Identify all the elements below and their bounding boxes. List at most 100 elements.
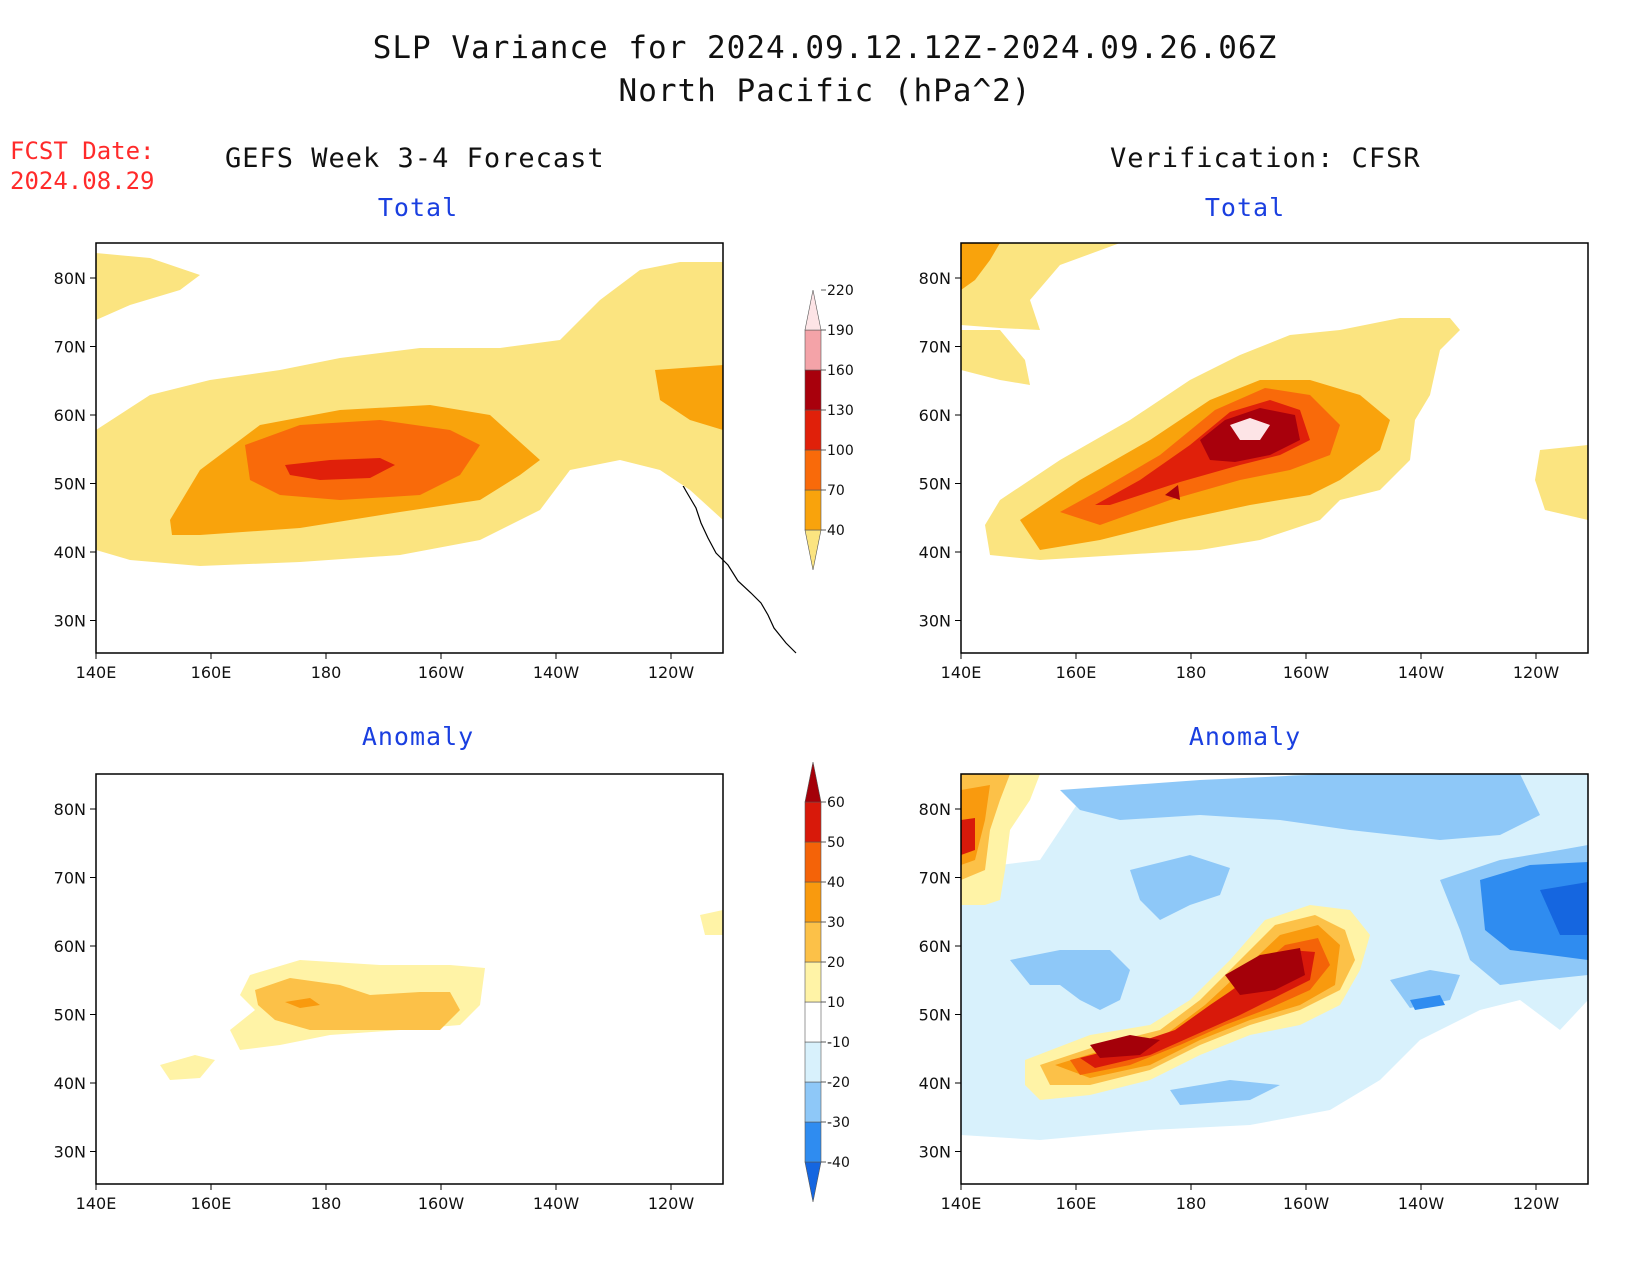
verification-anomaly-frame: 80N 70N 60N 50N 40N 30N 140E 160E 180 160W 140W 120… (919, 773, 1589, 1213)
lon-tick-label: 120W (1513, 663, 1560, 682)
verification-anomaly-label: Anomaly (1188, 722, 1302, 751)
lon-tick-label: 180 (311, 1194, 342, 1213)
total-colorbar-swatch (804, 369, 822, 411)
lat-tick-label: 50N (919, 475, 951, 494)
lon-tick-label: 160W (1283, 1194, 1330, 1213)
lon-tick-label: 140W (1398, 663, 1445, 682)
lat-tick-label: 30N (919, 1143, 951, 1162)
total-colorbar-level-label: 160 (827, 363, 854, 379)
lon-tick-label: 180 (1176, 1194, 1207, 1213)
anomaly-colorbar-swatch (804, 961, 822, 1003)
forecast-total-frame: 80N 70N 60N 50N 40N 30N 140E 160E 180 160W 140W 120… (54, 242, 724, 682)
lon-tick-label: 120W (648, 663, 695, 682)
lat-tick-label: 40N (919, 543, 951, 562)
lat-tick-label: 80N (919, 800, 951, 819)
verification-anomaly-map (961, 774, 1588, 1184)
lat-tick-label: 50N (54, 1006, 86, 1025)
forecast-anomaly-map (96, 774, 723, 1184)
lon-tick-label: 140W (1398, 1194, 1445, 1213)
lon-tick-label: 140W (533, 663, 580, 682)
lat-tick-label: 70N (54, 869, 86, 888)
lat-tick-label: 70N (919, 338, 951, 357)
lon-tick-label: 160W (1283, 663, 1330, 682)
lat-tick-label: 70N (54, 338, 86, 357)
total-colorbar-swatch (804, 329, 822, 371)
anomaly-colorbar-swatch (804, 1161, 822, 1203)
anomaly-colorbar-level-label: 50 (827, 835, 845, 851)
lat-tick-label: 40N (54, 543, 86, 562)
anomaly-colorbar-level-label: -40 (827, 1155, 850, 1171)
anomaly-colorbar: -40 -30 -20 -10 10 20 30 40 50 60 (804, 761, 850, 1203)
forecast-total-map (96, 243, 797, 654)
lon-tick-label: 120W (1513, 1194, 1560, 1213)
anomaly-colorbar-level-label: 30 (827, 915, 845, 931)
total-colorbar: 40 70 100 130 160 190 220 (804, 283, 854, 571)
anomaly-colorbar-swatch (804, 761, 822, 803)
total-colorbar-swatch (804, 289, 822, 331)
total-colorbar-swatch (804, 529, 822, 571)
lon-tick-label: 160W (418, 1194, 465, 1213)
anomaly-colorbar-swatch (804, 1081, 822, 1123)
total-colorbar-level-label: 100 (827, 443, 854, 459)
total-colorbar-level-label: 220 (827, 283, 854, 299)
lon-tick-label: 140E (76, 1194, 117, 1213)
anomaly-colorbar-level-label: -30 (827, 1115, 850, 1131)
lon-tick-label: 140E (941, 1194, 982, 1213)
map-axes: 80N 70N 60N 50N 40N 30N 140E 160E 180 160W 140W 120… (54, 242, 1589, 1213)
fcst-date-label: FCST Date: (10, 137, 155, 165)
forecast-total-label: Total (377, 193, 459, 222)
fcst-date: FCST Date: 2024.08.29 (10, 136, 155, 196)
lat-tick-label: 40N (54, 1074, 86, 1093)
forecast-column-title: GEFS Week 3-4 Forecast (225, 143, 605, 174)
lat-tick-label: 70N (919, 869, 951, 888)
lon-tick-label: 180 (1176, 663, 1207, 682)
anomaly-colorbar-level-label: 40 (827, 875, 845, 891)
anomaly-colorbar-level-label: 20 (827, 955, 845, 971)
lon-tick-label: 160E (191, 1194, 232, 1213)
lat-tick-label: 50N (919, 1006, 951, 1025)
verification-total-map (961, 243, 1588, 653)
total-colorbar-level-label: 130 (827, 403, 854, 419)
anomaly-colorbar-swatch (804, 841, 822, 883)
anomaly-colorbar-level-label: -10 (827, 1035, 850, 1051)
lon-tick-label: 140E (941, 663, 982, 682)
lon-tick-label: 160E (1056, 663, 1097, 682)
lat-tick-label: 40N (919, 1074, 951, 1093)
lat-tick-label: 60N (919, 937, 951, 956)
anomaly-colorbar-swatch (804, 1001, 822, 1043)
lat-tick-label: 60N (54, 406, 86, 425)
total-colorbar-swatch (804, 489, 822, 531)
total-colorbar-level-label: 190 (827, 323, 854, 339)
lon-tick-label: 180 (311, 663, 342, 682)
fcst-date-value: 2024.08.29 (10, 167, 155, 195)
total-colorbar-swatch (804, 449, 822, 491)
total-colorbar-swatch (804, 409, 822, 451)
verification-total-frame: 80N 70N 60N 50N 40N 30N 140E 160E 180 160W 140W 120… (919, 242, 1589, 682)
anomaly-colorbar-swatch (804, 1121, 822, 1163)
anomaly-colorbar-swatch (804, 881, 822, 923)
lon-tick-label: 140E (76, 663, 117, 682)
lat-tick-label: 30N (919, 612, 951, 631)
lon-tick-label: 160E (191, 663, 232, 682)
main-subtitle: North Pacific (hPa^2) (618, 73, 1032, 109)
anomaly-colorbar-level-label: 10 (827, 995, 845, 1011)
anomaly-colorbar-swatch (804, 1041, 822, 1083)
lat-tick-label: 80N (54, 800, 86, 819)
main-title: SLP Variance for 2024.09.12.12Z-2024.09.… (372, 30, 1278, 66)
forecast-anomaly-frame: 80N 70N 60N 50N 40N 30N 140E 160E 180 160W 140W 120… (54, 773, 724, 1213)
lat-tick-label: 30N (54, 1143, 86, 1162)
lat-tick-label: 30N (54, 612, 86, 631)
lat-tick-label: 80N (54, 269, 86, 288)
lon-tick-label: 140W (533, 1194, 580, 1213)
total-colorbar-level-label: 40 (827, 523, 845, 539)
verification-total-label: Total (1204, 193, 1286, 222)
lon-tick-label: 160E (1056, 1194, 1097, 1213)
lat-tick-label: 60N (54, 937, 86, 956)
lat-tick-label: 80N (919, 269, 951, 288)
lat-tick-label: 60N (919, 406, 951, 425)
lon-tick-label: 160W (418, 663, 465, 682)
verification-column-title: Verification: CFSR (1110, 143, 1421, 174)
total-colorbar-level-label: 70 (827, 483, 845, 499)
anomaly-colorbar-swatch (804, 921, 822, 963)
